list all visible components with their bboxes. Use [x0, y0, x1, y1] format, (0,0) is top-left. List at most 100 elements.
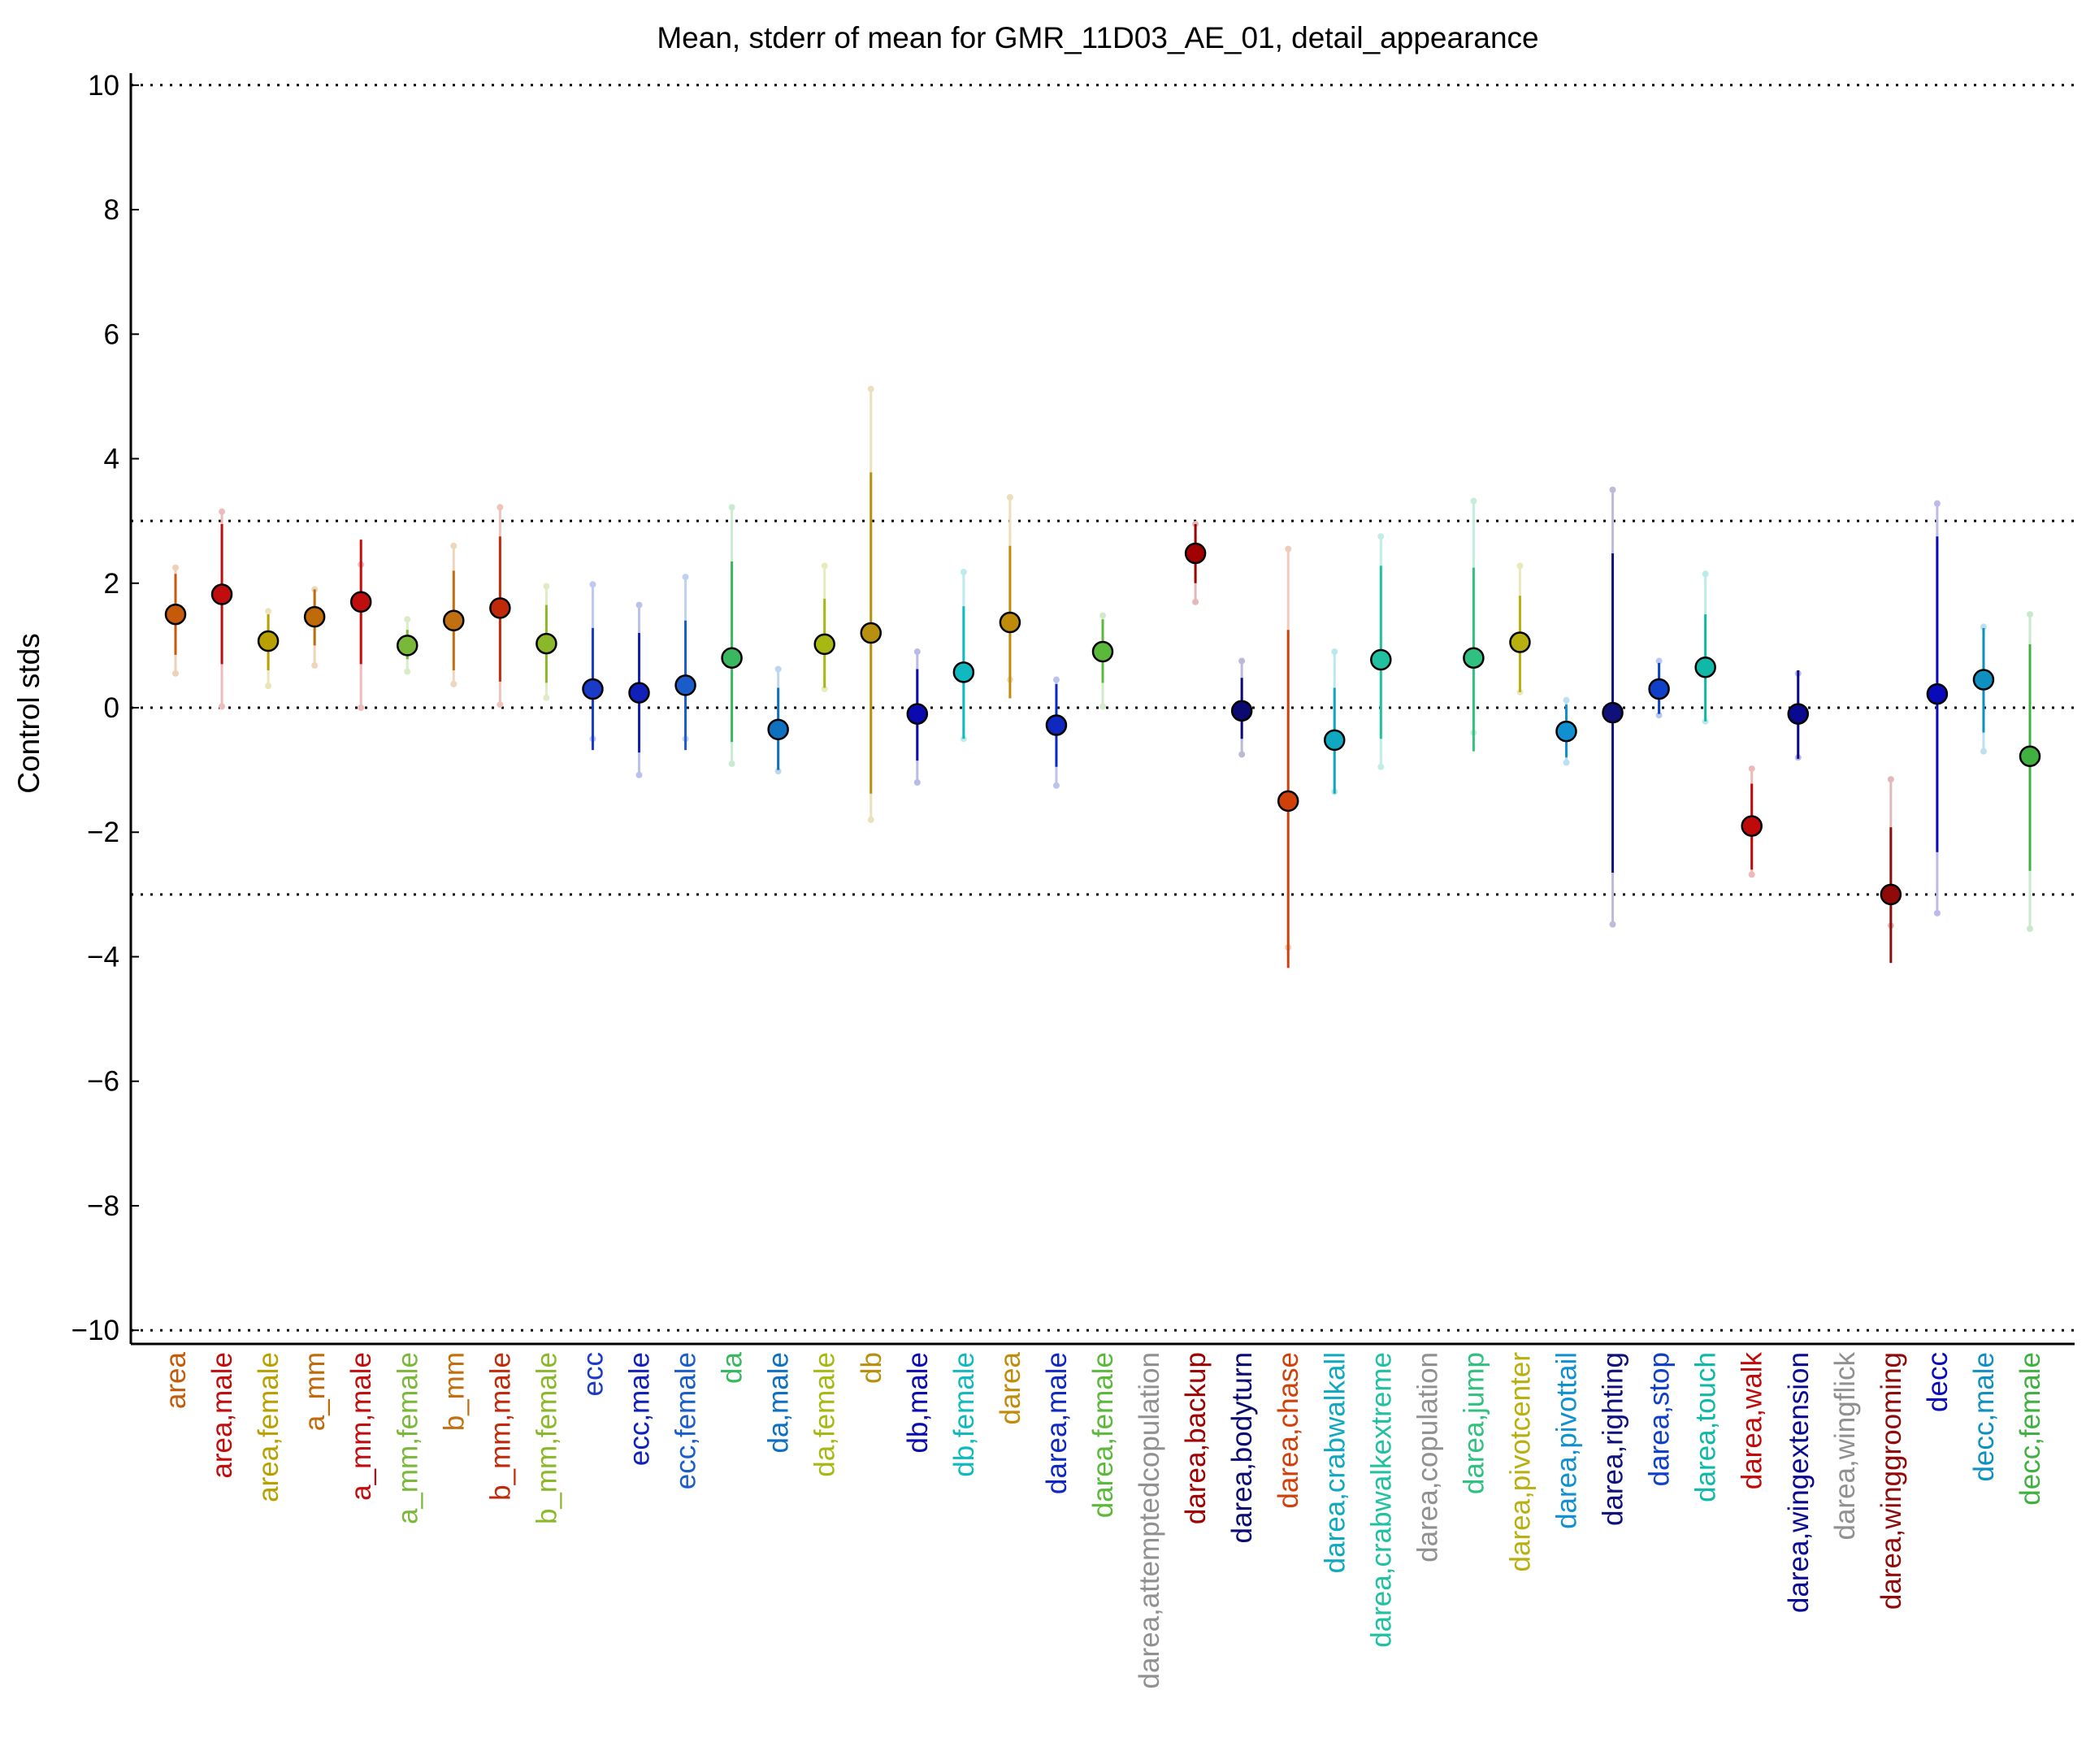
y-tick-label: 4 — [104, 444, 119, 475]
x-tick-label: da — [717, 1351, 748, 1383]
x-tick-label: darea,male — [1041, 1352, 1073, 1494]
range-end-high — [1609, 486, 1616, 493]
data-point-group — [1230, 657, 1253, 758]
range-end-low — [1748, 871, 1755, 878]
range-end-high — [867, 385, 874, 392]
x-tick-label: a_mm,female — [392, 1352, 423, 1524]
mean-marker — [582, 678, 604, 700]
data-point-group — [1555, 696, 1577, 766]
data-point-group — [1787, 670, 1809, 761]
mean-marker — [1926, 683, 1949, 705]
data-point-group — [1602, 486, 1624, 928]
range-end-high — [2027, 611, 2033, 618]
x-tick-label: b_mm — [438, 1352, 470, 1431]
data-point-group — [1509, 562, 1531, 696]
data-point-group — [1648, 657, 1670, 719]
x-tick-label: darea,copulation — [1412, 1352, 1443, 1562]
range-end-low — [450, 680, 458, 687]
range-end-high — [1702, 570, 1709, 578]
data-point-group — [536, 583, 557, 701]
range-end-low — [172, 670, 179, 677]
x-tick-label: ecc,male — [624, 1352, 656, 1466]
range-end-high — [172, 564, 179, 571]
y-tick-label: 6 — [104, 319, 119, 350]
mean-marker — [1787, 703, 1809, 725]
range-end-high — [913, 648, 921, 656]
range-end-low — [1563, 759, 1570, 766]
range-end-low — [497, 701, 504, 709]
range-end-high — [1655, 657, 1663, 665]
range-end-low — [728, 760, 735, 767]
mean-marker — [1602, 701, 1624, 724]
data-point-group — [721, 504, 743, 767]
x-tick-label: db,female — [948, 1352, 980, 1477]
data-point-group — [1091, 612, 1114, 710]
mean-marker — [1230, 700, 1253, 722]
range-end-low — [2027, 925, 2033, 933]
range-end-low — [774, 768, 782, 775]
range-end-low — [1052, 782, 1060, 789]
data-point-group — [1324, 648, 1346, 795]
mean-marker — [721, 647, 743, 669]
x-tick-label: darea,chase — [1273, 1352, 1304, 1509]
x-tick-label: darea,attemptedcopulation — [1134, 1352, 1165, 1688]
mean-marker — [536, 632, 557, 655]
data-point-group — [813, 562, 835, 693]
data-point-group — [1694, 570, 1716, 725]
range-end-high — [1285, 545, 1292, 553]
mean-marker — [1880, 883, 1902, 906]
range-end-low — [265, 683, 272, 690]
range-end-high — [1377, 533, 1385, 540]
y-axis-ticks: −10 −8 −6 −4 −2 0 2 4 6 8 10 — [72, 70, 139, 1346]
mean-marker — [906, 703, 929, 725]
range-end-low — [1377, 763, 1385, 770]
x-tick-label: darea — [995, 1351, 1026, 1424]
range-end-low — [219, 703, 226, 710]
data-point-group — [489, 504, 511, 709]
x-tick-label: a_mm,male — [345, 1352, 377, 1501]
range-end-high — [219, 508, 226, 515]
axes — [129, 73, 2075, 1346]
range-end-high — [1516, 562, 1524, 570]
mean-marker — [767, 718, 789, 741]
y-tick-label: −8 — [87, 1190, 119, 1222]
mean-marker — [397, 635, 419, 657]
mean-marker — [1741, 815, 1763, 837]
x-tick-label: decc,male — [1968, 1352, 2000, 1482]
x-tick-label: b_mm,female — [531, 1352, 562, 1524]
x-tick-label: darea,crabwalkall — [1319, 1352, 1351, 1573]
data-point-group — [1880, 776, 1902, 964]
x-tick-label: ecc — [577, 1352, 609, 1396]
chart-title: Mean, stderr of mean for GMR_11D03_AE_01… — [657, 21, 1538, 54]
data-point-group — [349, 540, 372, 711]
range-end-high — [1006, 494, 1013, 501]
range-end-low — [1933, 909, 1941, 917]
mean-marker — [303, 605, 326, 628]
y-tick-label: 0 — [104, 692, 119, 724]
x-tick-label: darea,backup — [1180, 1352, 1212, 1524]
data-point-group — [443, 542, 465, 687]
range-end-low — [1655, 712, 1663, 719]
range-end-high — [1980, 623, 1987, 631]
data-point-group — [2019, 611, 2041, 933]
mean-marker — [1370, 648, 1392, 671]
mean-marker — [999, 611, 1021, 634]
data-point-group — [257, 608, 280, 690]
mean-marker — [1555, 720, 1577, 743]
data-point-group — [1926, 500, 1949, 917]
x-tick-label: darea,crabwalkextreme — [1365, 1352, 1397, 1648]
data-point-group — [1277, 545, 1299, 969]
range-end-low — [1192, 598, 1199, 605]
mean-marker — [443, 609, 465, 631]
y-tick-label: 8 — [104, 194, 119, 226]
x-tick-label: a_mm — [299, 1352, 331, 1431]
x-tick-label: da,female — [809, 1352, 841, 1477]
data-point-group — [906, 648, 929, 786]
x-tick-label: darea,female — [1087, 1352, 1119, 1518]
mean-marker — [1509, 631, 1531, 653]
range-end-high — [1238, 657, 1246, 665]
range-end-low — [404, 668, 411, 675]
y-tick-label: 2 — [104, 568, 119, 600]
mean-marker — [1972, 669, 1995, 691]
x-tick-label: area,female — [253, 1352, 284, 1502]
